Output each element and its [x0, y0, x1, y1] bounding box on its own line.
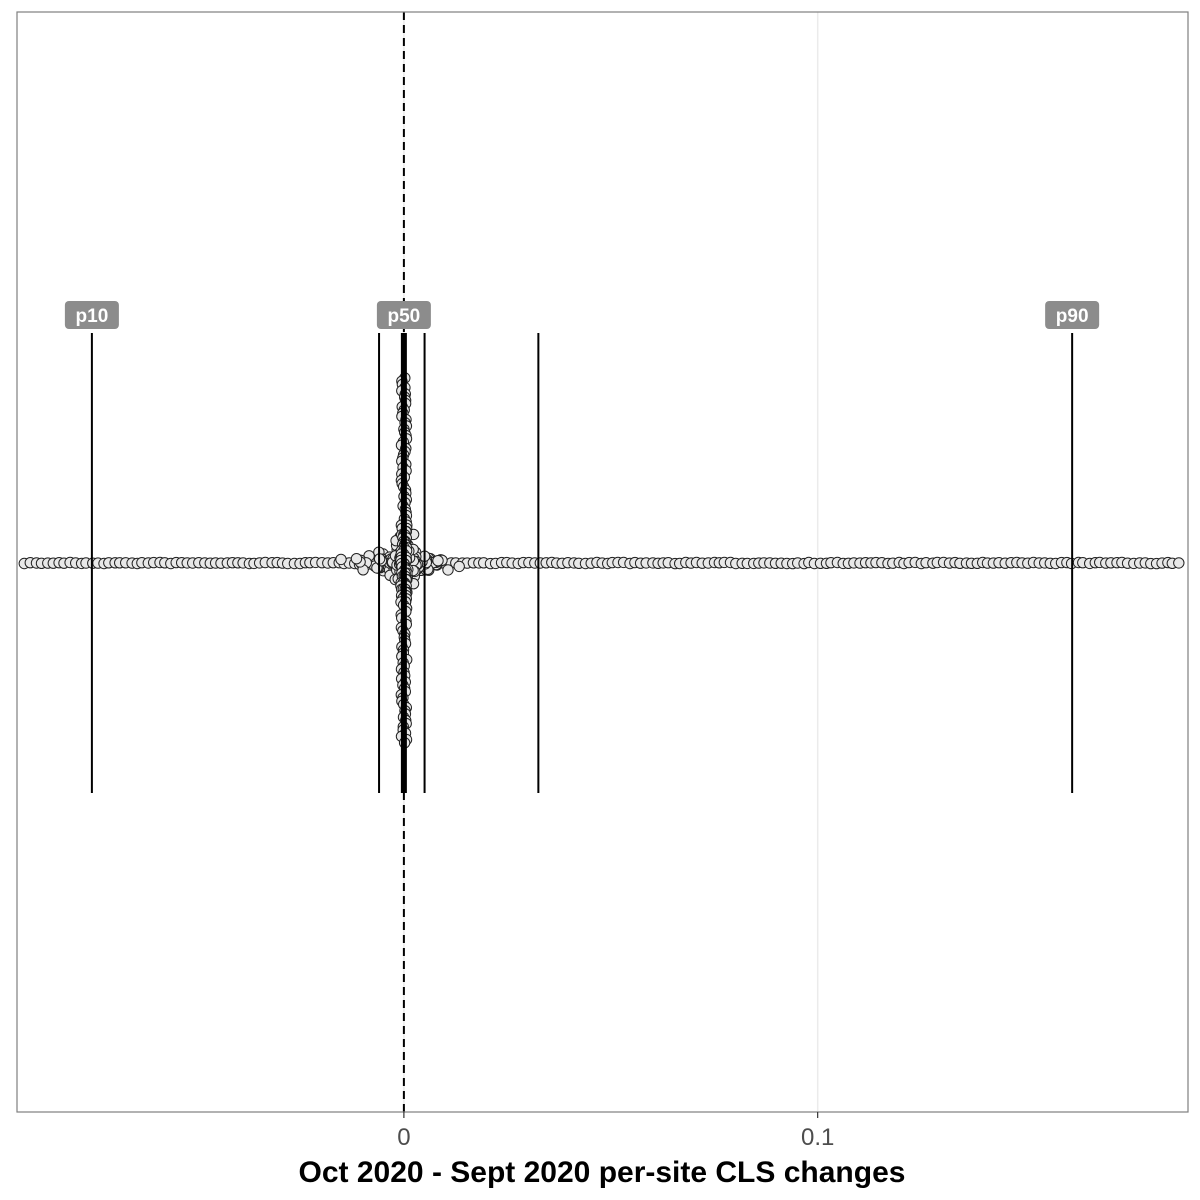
- percentile-label-bg-p10: [64, 301, 119, 329]
- tick-label-0: 0: [397, 1124, 410, 1151]
- percentile-label-p50: p50: [376, 301, 431, 329]
- percentile-label-text-p90: p90: [1056, 306, 1089, 327]
- percentile-labels: p10 p50 p90: [64, 301, 1100, 329]
- point-378: [432, 555, 444, 567]
- point-386: [350, 553, 363, 565]
- percentile-label-text-p50: p50: [388, 306, 421, 327]
- tick-label-1: 0.1: [801, 1124, 834, 1151]
- point-304: [442, 564, 454, 576]
- panel-border: [16, 11, 1189, 1113]
- point-324: [453, 560, 465, 573]
- percentile-label-text-p10: p10: [76, 306, 109, 327]
- percentile-label-p90: p90: [1045, 301, 1100, 329]
- x-axis: 0 0.1: [397, 1112, 834, 1151]
- x-axis-title: Oct 2020 - Sept 2020 per-site CLS change…: [299, 1156, 906, 1189]
- point-317: [335, 553, 347, 566]
- percentile-label-bg-p90: [1045, 301, 1100, 329]
- percentile-label-bg-p50: [376, 301, 431, 329]
- point-206: [1173, 557, 1185, 569]
- percentile-label-p10: p10: [64, 301, 119, 329]
